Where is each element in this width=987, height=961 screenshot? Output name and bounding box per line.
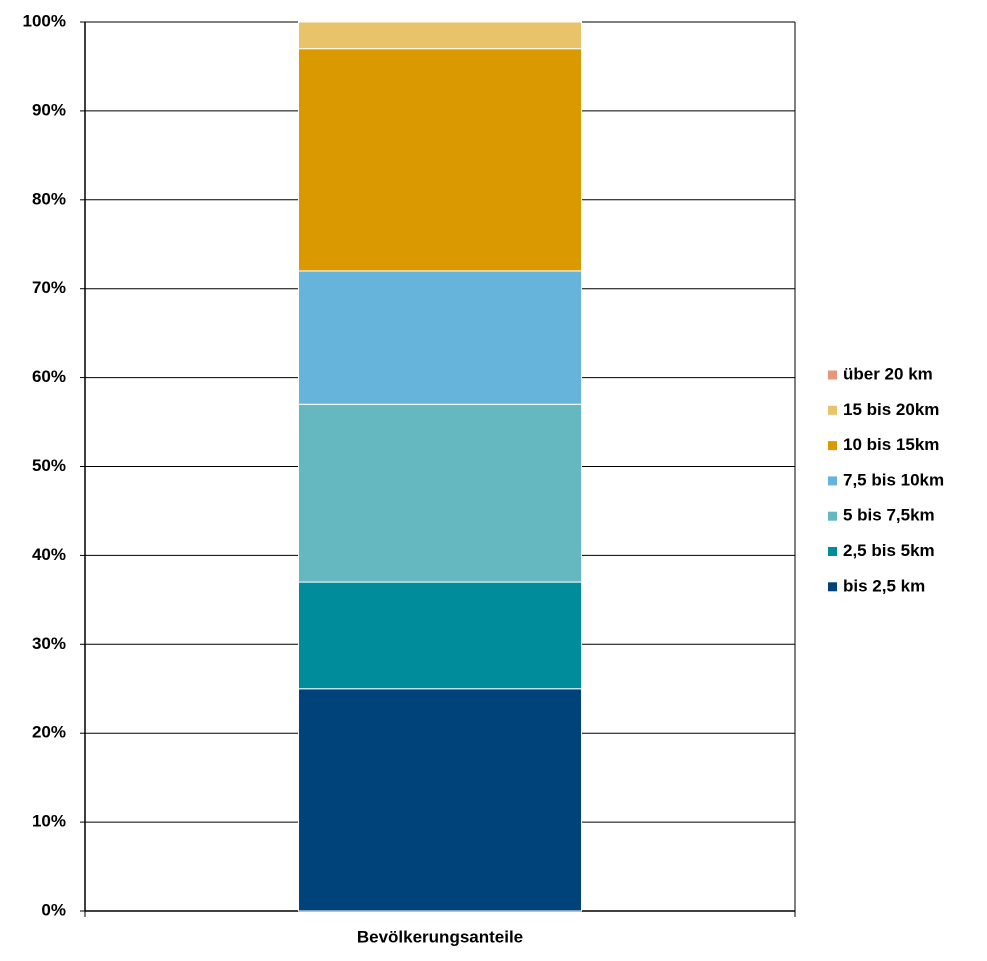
- y-tick-label: 30%: [32, 634, 66, 653]
- bar-segment: [298, 21, 582, 50]
- legend-swatch: [828, 547, 837, 556]
- y-tick-label: 70%: [32, 278, 66, 297]
- y-tick-label: 20%: [32, 723, 66, 742]
- bar-segment: [298, 688, 582, 912]
- legend-label: 15 bis 20km: [843, 400, 939, 419]
- legend-label: 10 bis 15km: [843, 435, 939, 454]
- legend-label: bis 2,5 km: [843, 576, 925, 595]
- y-tick-label: 50%: [32, 456, 66, 475]
- legend-label: 2,5 bis 5km: [843, 541, 935, 560]
- legend-swatch: [828, 441, 837, 451]
- y-tick-label: 90%: [32, 100, 66, 119]
- y-tick-label: 10%: [32, 812, 66, 831]
- y-tick-label: 80%: [32, 189, 66, 208]
- y-tick-label: 100%: [23, 11, 66, 30]
- legend-swatch: [828, 405, 837, 415]
- legend-swatch: [828, 511, 837, 521]
- bar-segment: [298, 270, 582, 405]
- legend-swatch: [828, 582, 837, 592]
- bar-segment: [298, 581, 582, 690]
- legend-label: 7,5 bis 10km: [843, 470, 944, 489]
- bar-segment: [298, 48, 582, 272]
- y-tick-label: 0%: [41, 900, 66, 919]
- legend-swatch: [828, 476, 837, 486]
- legend-swatch: [828, 370, 837, 380]
- x-tick-label: Bevölkerungsanteile: [357, 927, 523, 946]
- legend-label: über 20 km: [843, 364, 933, 383]
- legend-label: 5 bis 7,5km: [843, 506, 935, 525]
- y-tick-label: 60%: [32, 367, 66, 386]
- bar-segment: [298, 403, 582, 583]
- y-tick-label: 40%: [32, 545, 66, 564]
